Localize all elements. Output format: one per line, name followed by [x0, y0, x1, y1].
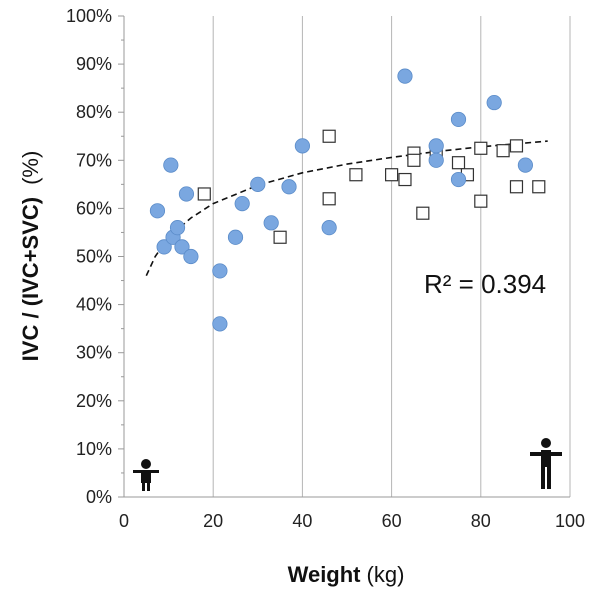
series-open-squares — [197, 129, 546, 244]
x-tick-label: 60 — [382, 511, 402, 531]
data-point-circle — [281, 179, 297, 195]
data-point-square — [474, 194, 488, 208]
x-tick-labels: 0 20 40 60 80 100 — [119, 511, 585, 531]
data-point-square — [322, 192, 336, 206]
data-point-circle — [397, 68, 413, 84]
data-point-square — [451, 156, 466, 170]
data-point-circle — [450, 111, 467, 128]
x-tick-label: 80 — [471, 511, 491, 531]
adult-figure-icon — [530, 438, 562, 489]
x-tick-label: 40 — [292, 511, 312, 531]
data-point-circle — [263, 215, 279, 231]
data-point-circle — [227, 229, 244, 245]
data-point-circle — [294, 138, 310, 154]
data-point-circle — [212, 263, 228, 279]
x-tick-label: 20 — [203, 511, 223, 531]
data-point-circle — [178, 186, 195, 202]
y-tick-label: 100% — [66, 6, 112, 26]
y-axis-title-unit: (%) — [18, 151, 43, 185]
data-point-square — [474, 141, 488, 155]
data-point-square — [197, 187, 211, 201]
data-point-square — [496, 144, 510, 158]
r-squared-annotation: R² = 0.394 — [424, 269, 546, 299]
data-point-circle — [428, 152, 444, 168]
data-point-circle — [174, 239, 190, 255]
data-point-square — [273, 230, 287, 244]
data-point-square — [532, 180, 546, 194]
data-point-square — [407, 153, 421, 167]
data-point-circle — [212, 316, 228, 332]
x-axis-title-main: Weight — [288, 562, 362, 587]
data-point-square — [416, 206, 430, 220]
data-point-square — [398, 172, 412, 187]
data-point-square — [385, 168, 399, 182]
y-tick-labels: 0% 10% 20% 30% 40% 50% 60% 70% 80% 90% 100% — [66, 6, 112, 507]
data-point-circle — [149, 203, 166, 219]
y-tick-label: 90% — [76, 54, 112, 74]
x-axis-title: Weight (kg) — [288, 562, 405, 587]
y-tick-label: 0% — [86, 487, 112, 507]
data-point-circle — [250, 176, 266, 192]
y-tick-label: 20% — [76, 391, 112, 411]
data-point-circle — [450, 171, 467, 188]
y-tick-label: 30% — [76, 343, 112, 363]
y-tick-label: 80% — [76, 102, 112, 122]
data-point-square — [349, 168, 363, 182]
data-point-circle — [234, 195, 250, 212]
x-tick-label: 100 — [555, 511, 585, 531]
data-point-circle — [486, 94, 502, 111]
data-point-circle — [428, 138, 444, 154]
y-axis-title-main: IVC / (IVC+SVC) — [18, 197, 43, 361]
y-tick-label: 50% — [76, 247, 112, 267]
data-point-circle — [517, 157, 534, 173]
series-filled-circles — [149, 68, 534, 332]
data-point-circle — [183, 248, 199, 265]
x-tick-label: 0 — [119, 511, 129, 531]
x-axis-title-unit: (kg) — [367, 562, 405, 587]
y-tick-label: 60% — [76, 198, 112, 218]
y-tick-label: 70% — [76, 150, 112, 170]
child-figure-icon — [133, 459, 159, 491]
y-tick-label: 40% — [76, 295, 112, 315]
data-point-circle — [156, 239, 172, 255]
data-point-square — [509, 180, 524, 194]
data-point-circle — [321, 220, 337, 236]
y-axis-title: IVC / (IVC+SVC) (%) — [18, 151, 43, 362]
data-point-square — [509, 139, 524, 153]
data-point-square — [322, 129, 336, 143]
gridlines — [118, 15, 571, 498]
data-point-circle — [169, 220, 186, 236]
y-tick-label: 10% — [76, 439, 112, 459]
data-point-circle — [163, 157, 179, 173]
